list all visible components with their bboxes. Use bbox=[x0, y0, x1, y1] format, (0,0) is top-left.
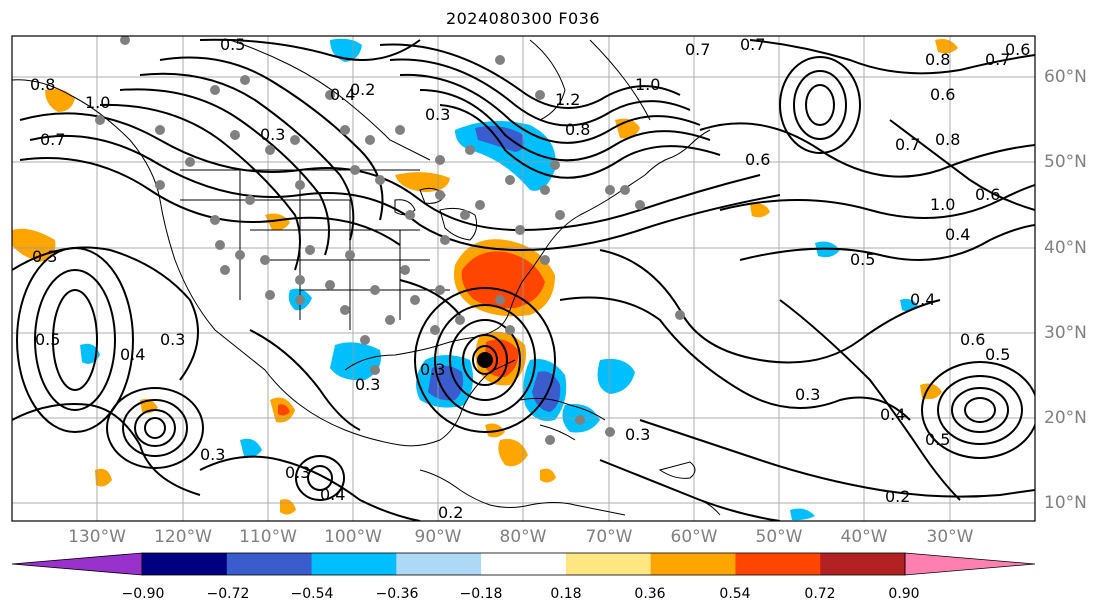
svg-text:0.6: 0.6 bbox=[960, 330, 985, 349]
map-frame bbox=[11, 35, 1036, 522]
svg-text:0.4: 0.4 bbox=[910, 290, 935, 309]
svg-text:0.6: 0.6 bbox=[1005, 40, 1030, 59]
svg-text:0.3: 0.3 bbox=[625, 425, 650, 444]
colorbar bbox=[11, 552, 1036, 576]
lon-label-60w: 60°W bbox=[670, 527, 718, 547]
colorbar-segment bbox=[735, 553, 821, 575]
storm-center bbox=[477, 352, 493, 368]
contour-value-labels: 0.5 0.7 0.7 0.6 0.8 0.7 0.6 0.7 0.8 1.0 … bbox=[30, 35, 1030, 522]
colorbar-tick: 0.72 bbox=[804, 586, 836, 602]
lon-label-80w: 80°W bbox=[499, 527, 547, 547]
svg-text:0.8: 0.8 bbox=[935, 130, 960, 149]
colorbar-segment bbox=[820, 553, 906, 575]
lat-label-10n: 10°N bbox=[1044, 493, 1087, 513]
svg-text:0.5: 0.5 bbox=[925, 430, 950, 449]
svg-text:0.6: 0.6 bbox=[930, 85, 955, 104]
lon-label-110w: 110°W bbox=[239, 527, 297, 547]
lat-label-30n: 30°N bbox=[1044, 323, 1087, 343]
svg-text:0.8: 0.8 bbox=[30, 75, 55, 94]
svg-text:0.4: 0.4 bbox=[880, 405, 905, 424]
colorbar-tick: 0.18 bbox=[550, 586, 582, 602]
svg-text:0.5: 0.5 bbox=[850, 250, 875, 269]
svg-text:0.3: 0.3 bbox=[160, 330, 185, 349]
lon-label-70w: 70°W bbox=[585, 527, 633, 547]
lat-label-60n: 60°N bbox=[1044, 67, 1087, 87]
colorbar-segment bbox=[481, 553, 567, 575]
svg-text:0.4: 0.4 bbox=[320, 485, 345, 504]
svg-text:0.6: 0.6 bbox=[745, 150, 770, 169]
colorbar-extend-high bbox=[904, 552, 1036, 576]
svg-text:0.8: 0.8 bbox=[925, 50, 950, 69]
colorbar-segment bbox=[396, 553, 482, 575]
svg-text:0.2: 0.2 bbox=[885, 487, 910, 506]
coastlines bbox=[12, 39, 721, 516]
svg-text:0.5: 0.5 bbox=[220, 35, 245, 54]
colorbar-segment bbox=[311, 553, 397, 575]
colorbar-segment bbox=[565, 553, 652, 575]
svg-text:0.7: 0.7 bbox=[895, 135, 920, 154]
colorbar-segment bbox=[650, 553, 736, 575]
map-title: 2024080300 F036 bbox=[445, 9, 601, 28]
contour-lines bbox=[12, 38, 1035, 521]
svg-text:0.8: 0.8 bbox=[565, 120, 590, 139]
svg-text:0.5: 0.5 bbox=[985, 345, 1010, 364]
lon-label-100w: 100°W bbox=[324, 527, 382, 547]
svg-text:1.0: 1.0 bbox=[930, 195, 955, 214]
svg-text:0.3: 0.3 bbox=[355, 375, 380, 394]
svg-text:0.2: 0.2 bbox=[438, 503, 463, 522]
svg-text:0.4: 0.4 bbox=[120, 345, 145, 364]
svg-text:1.0: 1.0 bbox=[635, 75, 660, 94]
svg-text:0.3: 0.3 bbox=[260, 125, 285, 144]
lon-label-30w: 30°W bbox=[926, 527, 974, 547]
svg-text:0.7: 0.7 bbox=[40, 130, 65, 149]
lat-label-20n: 20°N bbox=[1044, 408, 1087, 428]
colorbar-extend-low bbox=[11, 552, 143, 576]
colorbar-tick: −0.90 bbox=[121, 586, 165, 602]
svg-text:0.3: 0.3 bbox=[285, 463, 310, 482]
lon-label-90w: 90°W bbox=[414, 527, 462, 547]
svg-text:0.3: 0.3 bbox=[795, 385, 820, 404]
svg-text:0.3: 0.3 bbox=[32, 247, 57, 266]
svg-text:0.7: 0.7 bbox=[740, 35, 765, 54]
colorbar-tick: 0.36 bbox=[634, 586, 666, 602]
svg-text:0.7: 0.7 bbox=[685, 40, 710, 59]
colorbar-segment bbox=[142, 553, 228, 575]
lat-label-40n: 40°N bbox=[1044, 238, 1087, 258]
colorbar-tick: −0.18 bbox=[459, 586, 503, 602]
svg-text:0.3: 0.3 bbox=[200, 445, 225, 464]
lon-label-130w: 130°W bbox=[68, 527, 126, 547]
colorbar-outline bbox=[141, 552, 906, 576]
colorbar-segment bbox=[226, 553, 313, 575]
colorbar-tick: −0.72 bbox=[206, 586, 250, 602]
colorbar-tick: 0.54 bbox=[719, 586, 751, 602]
svg-text:0.6: 0.6 bbox=[975, 185, 1000, 204]
lon-label-40w: 40°W bbox=[840, 527, 888, 547]
svg-text:0.2: 0.2 bbox=[350, 80, 375, 99]
colorbar-tick: 0.90 bbox=[888, 586, 920, 602]
svg-text:1.2: 1.2 bbox=[555, 90, 580, 109]
colorbar-tick: −0.54 bbox=[290, 586, 334, 602]
lon-label-50w: 50°W bbox=[755, 527, 803, 547]
svg-text:0.5: 0.5 bbox=[35, 330, 60, 349]
svg-text:1.0: 1.0 bbox=[85, 93, 110, 112]
svg-text:0.7: 0.7 bbox=[985, 50, 1010, 69]
station-markers bbox=[95, 36, 685, 445]
svg-text:0.4: 0.4 bbox=[945, 225, 970, 244]
svg-text:0.3: 0.3 bbox=[425, 105, 450, 124]
svg-text:0.3: 0.3 bbox=[420, 360, 445, 379]
colorbar-tick: −0.36 bbox=[375, 586, 419, 602]
lon-label-120w: 120°W bbox=[154, 527, 212, 547]
svg-text:0.4: 0.4 bbox=[330, 85, 355, 104]
anomaly-shading bbox=[12, 38, 958, 521]
lat-label-50n: 50°N bbox=[1044, 152, 1087, 172]
